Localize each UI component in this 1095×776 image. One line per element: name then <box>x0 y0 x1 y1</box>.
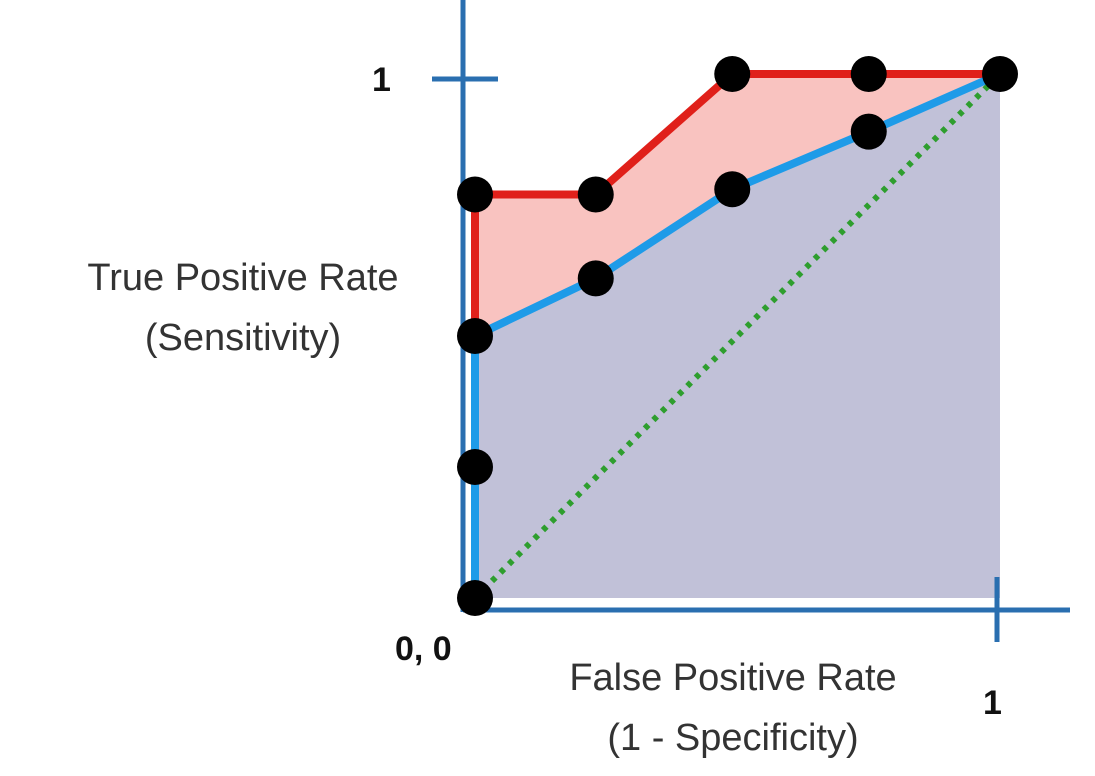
data-point-7 <box>714 56 751 92</box>
data-point-6 <box>577 260 614 297</box>
blue-roc-curve <box>471 70 1002 598</box>
data-point-11 <box>982 56 1018 92</box>
data-point-10 <box>850 113 887 150</box>
data-point-1 <box>457 580 493 616</box>
y-axis-label-line1: True Positive Rate <box>87 257 398 299</box>
data-point-2 <box>457 449 493 485</box>
diagonal-reference-line <box>472 71 1003 601</box>
data-points <box>457 56 1018 616</box>
y-axis-label-line2: (Sensitivity) <box>145 317 341 359</box>
data-point-3 <box>457 318 493 354</box>
x-axis-label-line2: (1 - Specificity) <box>607 717 858 759</box>
axes <box>432 0 1070 642</box>
red-roc-curve <box>471 70 1000 598</box>
data-point-8 <box>714 171 751 208</box>
data-point-4 <box>457 176 493 213</box>
y-tick-label-1: 1 <box>372 61 391 99</box>
x-axis-label-line1: False Positive Rate <box>569 657 896 699</box>
curves <box>471 70 1003 601</box>
origin-label: 0, 0 <box>395 630 452 668</box>
data-point-5 <box>577 176 614 213</box>
data-point-9 <box>850 56 887 92</box>
x-tick-label-1: 1 <box>983 684 1002 722</box>
